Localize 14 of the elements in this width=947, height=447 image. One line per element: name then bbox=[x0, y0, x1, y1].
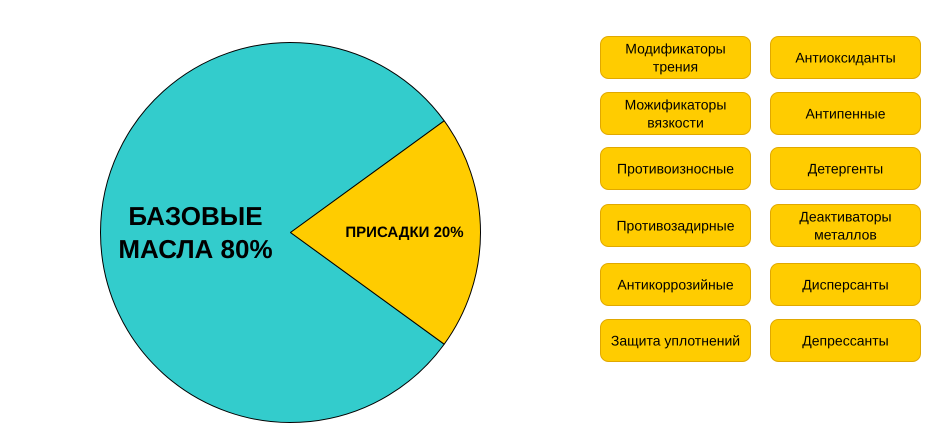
slice-label: ПРИСАДКИ 20% bbox=[345, 224, 464, 241]
text: Антиоксиданты bbox=[795, 50, 896, 66]
text: Деактиваторы металлов bbox=[799, 208, 892, 242]
text: Антипенные bbox=[806, 106, 886, 122]
text: Модификаторы трения bbox=[625, 40, 726, 74]
text: Противоизносные bbox=[617, 160, 734, 176]
text: Противозадирные bbox=[616, 218, 735, 234]
slice-label: БАЗОВЫЕ МАСЛА 80% bbox=[118, 201, 273, 264]
text: Можификаторы вязкости bbox=[624, 96, 726, 130]
text: Защита уплотнений bbox=[610, 332, 740, 348]
text: Депрессанты bbox=[802, 332, 889, 348]
text: Антикоррозийные bbox=[617, 276, 734, 292]
text: Детергенты bbox=[808, 160, 884, 176]
text: Дисперсанты bbox=[802, 276, 889, 292]
